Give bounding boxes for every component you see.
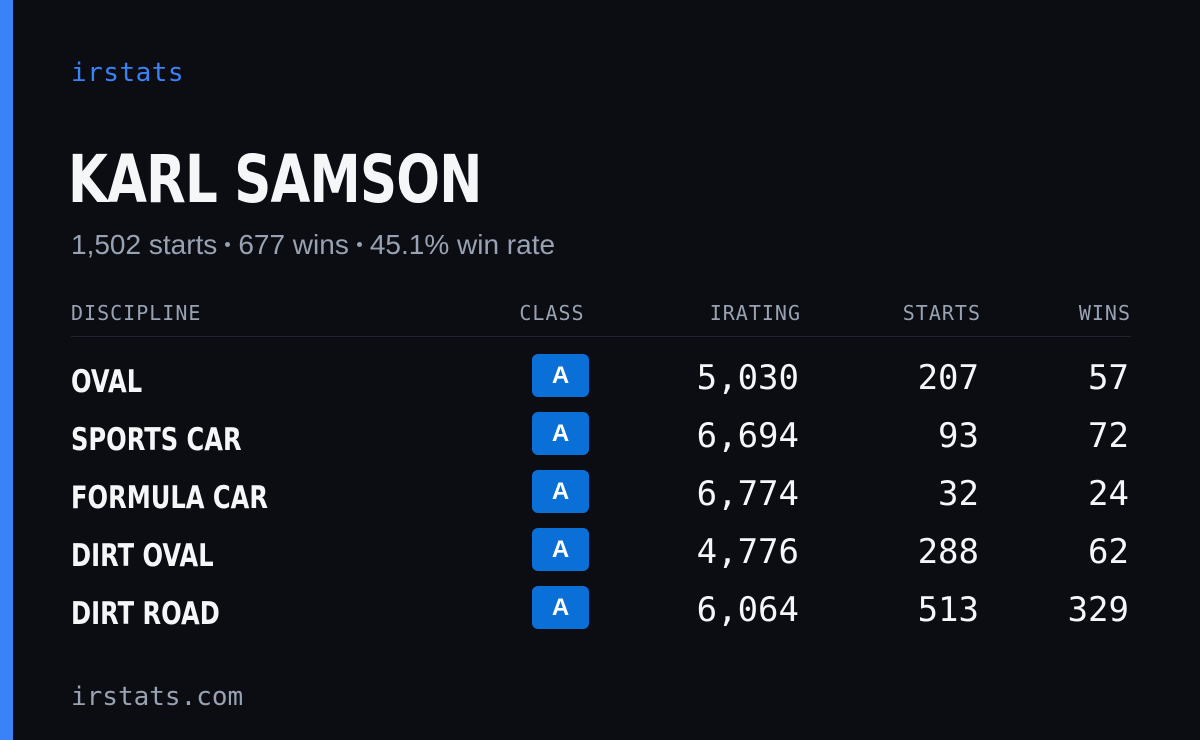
header-irating: IRATING [709, 301, 801, 325]
class-badge: A [532, 528, 589, 571]
table-row: SPORTS CAR A 6,694 93 72 [71, 410, 1131, 468]
table-header: DISCIPLINE CLASS IRATING STARTS WINS [71, 300, 1131, 330]
starts-value: 288 [917, 532, 979, 572]
footer-url: irstats.com [71, 682, 244, 712]
brand-logo: irstats [71, 58, 185, 88]
discipline-name: DIRT ROAD [71, 596, 220, 632]
table-row: FORMULA CAR A 6,774 32 24 [71, 468, 1131, 526]
discipline-name: DIRT OVAL [71, 538, 214, 574]
class-badge: A [532, 470, 589, 513]
separator-dot [356, 242, 362, 248]
header-divider [71, 336, 1131, 337]
irating-value: 4,776 [696, 532, 799, 572]
header-wins: WINS [1078, 301, 1131, 325]
wins-value: 24 [1088, 474, 1129, 514]
header-starts: STARTS [902, 301, 981, 325]
starts-value: 93 [938, 416, 979, 456]
driver-summary: 1,502 starts 677 wins 45.1% win rate [71, 228, 555, 262]
irating-value: 6,774 [696, 474, 799, 514]
wins-value: 62 [1088, 532, 1129, 572]
header-class: CLASS [519, 301, 585, 325]
discipline-table: OVAL A 5,030 207 57 SPORTS CAR A 6,694 9… [71, 352, 1131, 642]
separator-dot [225, 242, 231, 248]
wins-value: 329 [1067, 590, 1129, 630]
wins-value: 72 [1088, 416, 1129, 456]
discipline-name: FORMULA CAR [71, 480, 269, 516]
driver-name: KARL SAMSON [68, 141, 482, 218]
win-rate: 45.1% win rate [369, 229, 556, 260]
irating-value: 6,694 [696, 416, 799, 456]
starts-value: 207 [917, 358, 979, 398]
table-row: DIRT ROAD A 6,064 513 329 [71, 584, 1131, 642]
starts-value: 32 [938, 474, 979, 514]
discipline-name: SPORTS CAR [71, 422, 242, 458]
table-row: DIRT OVAL A 4,776 288 62 [71, 526, 1131, 584]
table-row: OVAL A 5,030 207 57 [71, 352, 1131, 410]
irating-value: 5,030 [696, 358, 799, 398]
irating-value: 6,064 [696, 590, 799, 630]
class-badge: A [532, 354, 589, 397]
header-discipline: DISCIPLINE [71, 301, 202, 325]
starts-value: 513 [917, 590, 979, 630]
total-wins: 677 wins [238, 229, 349, 260]
total-starts: 1,502 starts [71, 229, 218, 260]
class-badge: A [532, 586, 589, 629]
wins-value: 57 [1088, 358, 1129, 398]
class-badge: A [532, 412, 589, 455]
accent-bar [0, 0, 13, 740]
discipline-name: OVAL [71, 364, 143, 400]
